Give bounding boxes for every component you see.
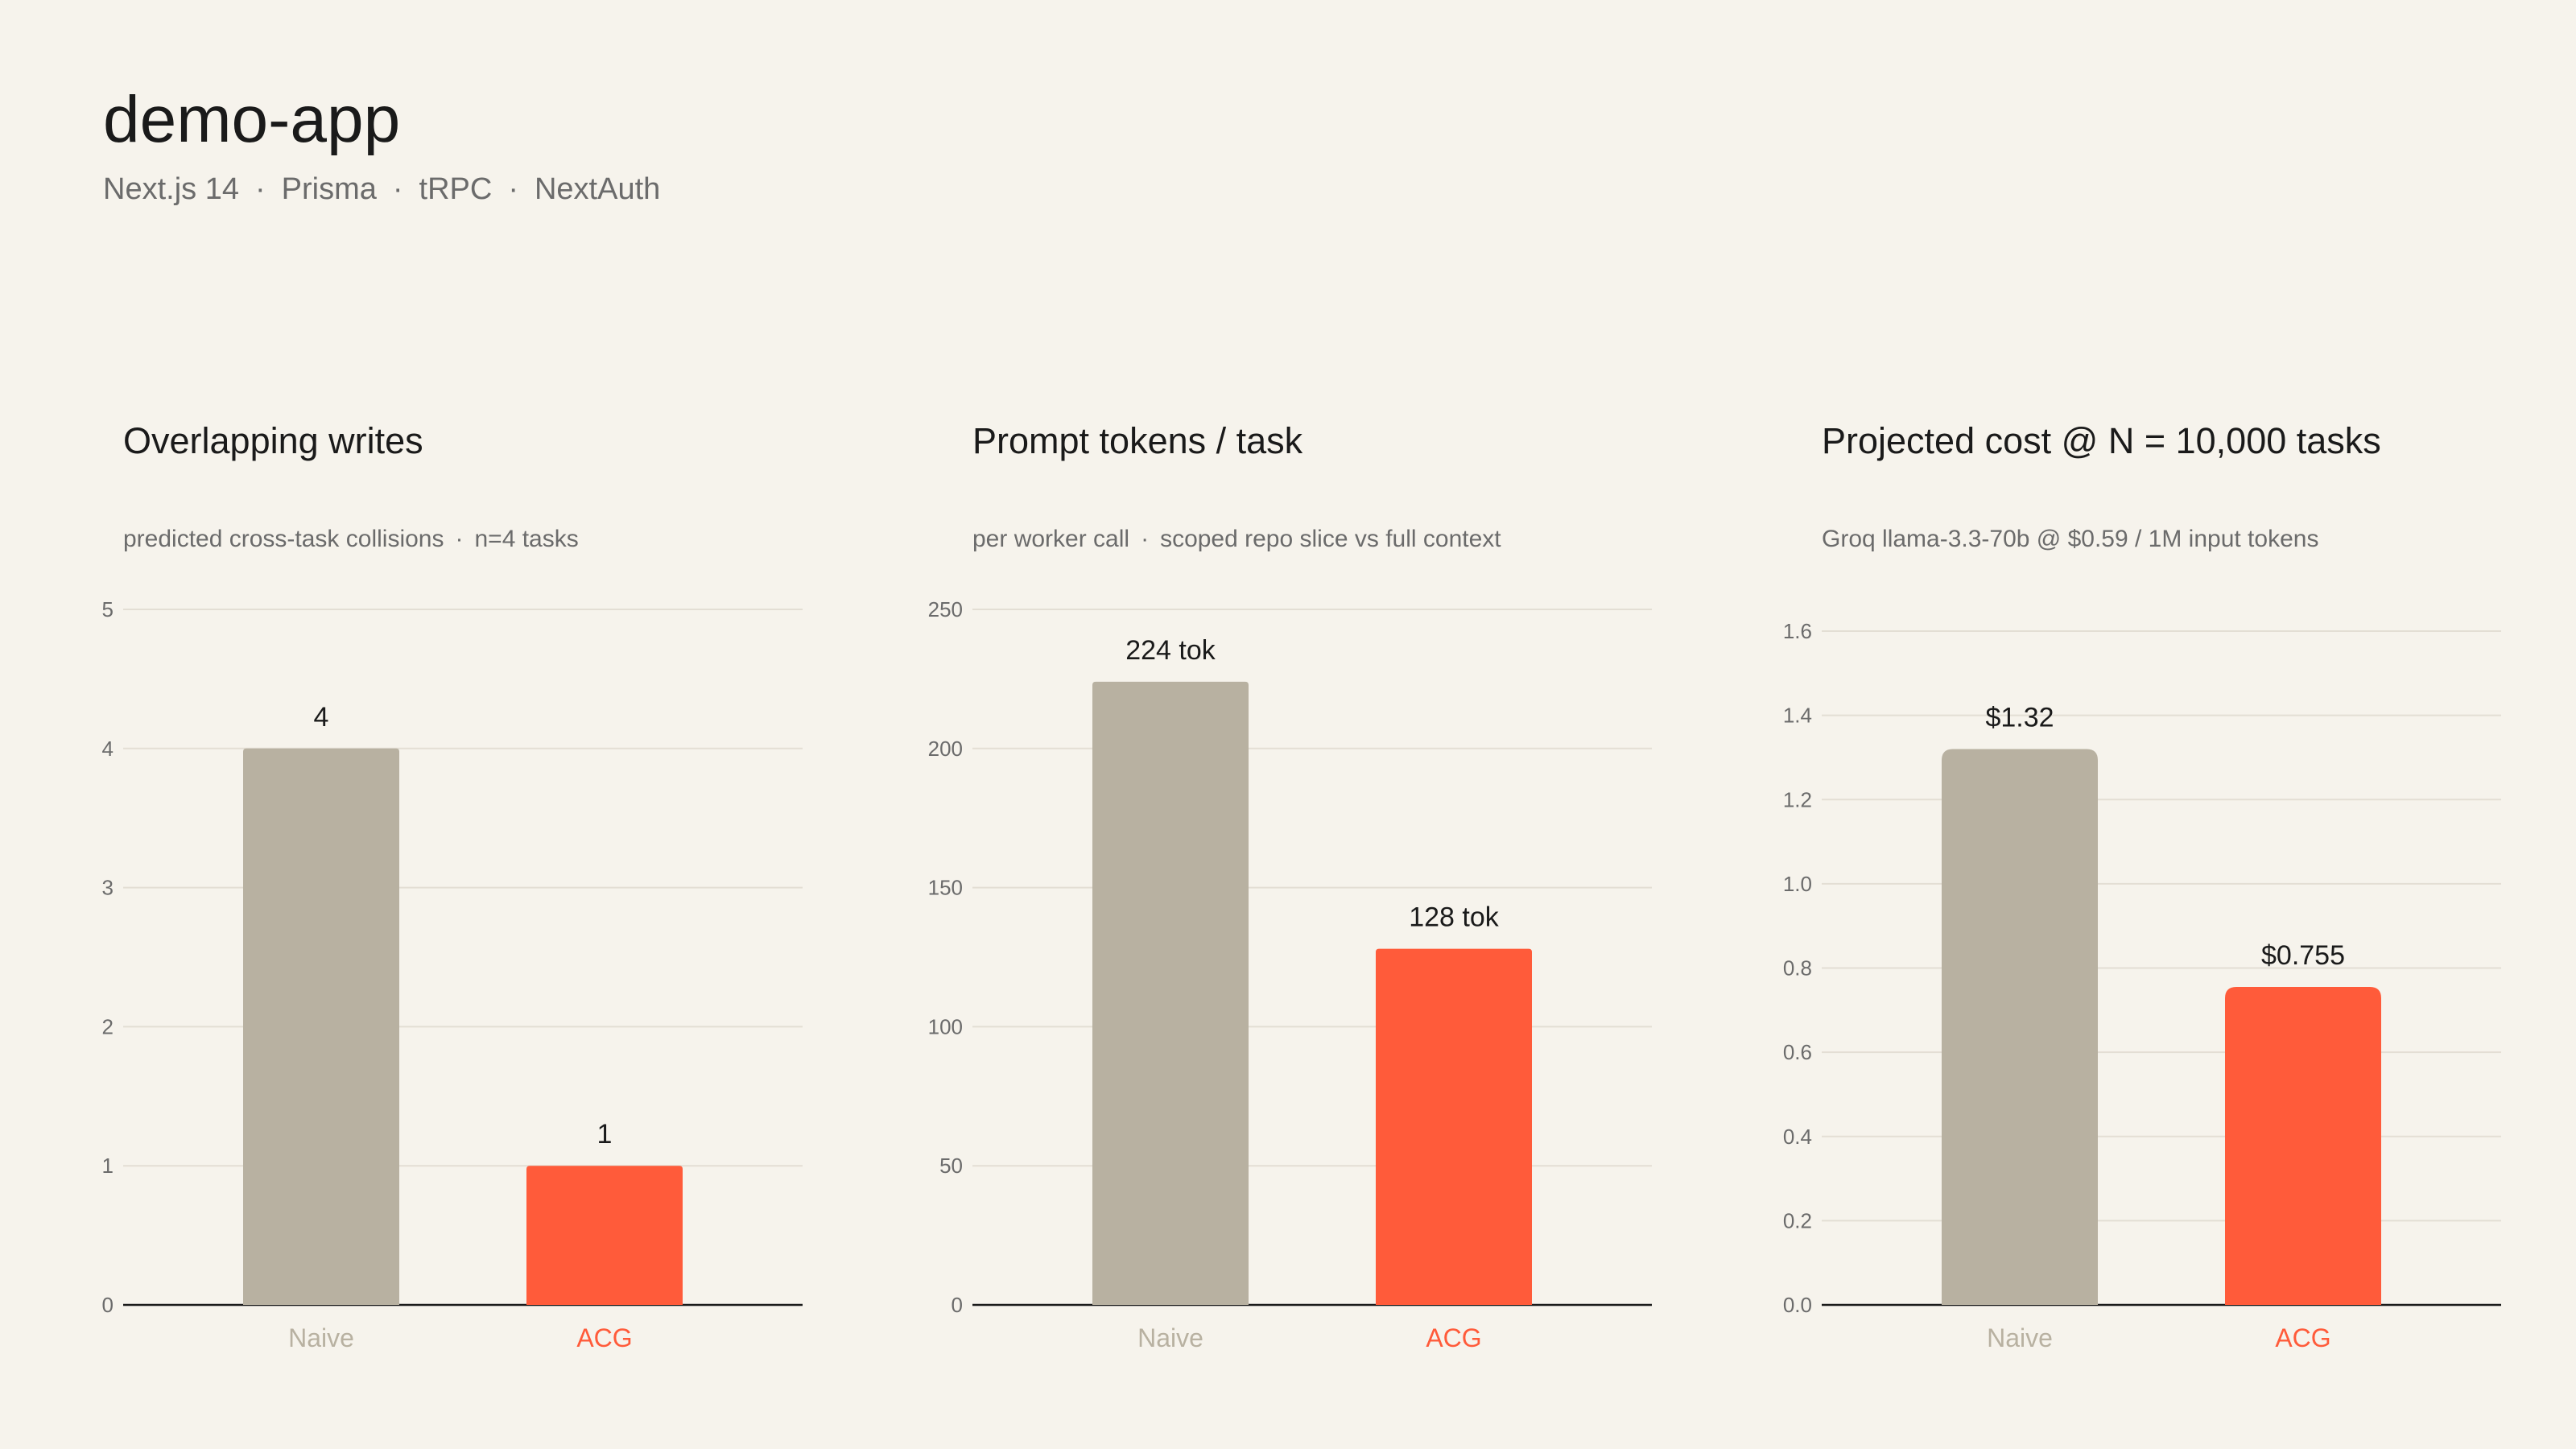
chart-panel-overlapping-writes: Overlapping writes predicted cross-task … — [0, 402, 837, 1368]
separator: · — [254, 172, 266, 206]
y-tick-label: 5 — [102, 597, 114, 621]
y-tick-label: 50 — [939, 1154, 963, 1178]
y-tick-label: 0.0 — [1783, 1293, 1812, 1317]
bar-acg — [526, 1166, 683, 1305]
bar-acg — [1376, 948, 1532, 1305]
subtitle-part: predicted cross-task collisions — [123, 526, 444, 552]
chart-prompt-tokens: 0 50 100 150 200 250 224 tok Naive 128 tok ACG — [928, 597, 1652, 1352]
x-tick-label: ACG — [1426, 1323, 1481, 1352]
stack-item: Next.js 14 — [103, 172, 239, 206]
stack-item: tRPC — [419, 172, 493, 206]
y-tick-label: 0.2 — [1783, 1208, 1812, 1232]
y-tick-label: 1.6 — [1783, 619, 1812, 643]
y-tick-label: 200 — [928, 737, 963, 761]
x-tick-label: Naive — [1987, 1323, 2053, 1352]
chart-panel-prompt-tokens: Prompt tokens / task per worker call · sco… — [849, 402, 1686, 1368]
y-tick-label: 1.0 — [1783, 872, 1812, 896]
tech-stack: Next.js 14 · Prisma · tRPC · NextAuth — [103, 172, 660, 207]
chart-title: Prompt tokens / task — [972, 420, 1303, 461]
chart-overlapping-writes: 0 1 2 3 4 5 4 Naive 1 ACG — [102, 597, 803, 1352]
x-tick-label: ACG — [576, 1323, 632, 1352]
data-label: 128 tok — [1409, 902, 1500, 933]
y-tick-label: 2 — [102, 1014, 114, 1038]
stack-item: Prisma — [281, 172, 377, 206]
bar-naive — [1092, 681, 1249, 1305]
page-title: demo-app — [103, 83, 401, 156]
data-label: 224 tok — [1125, 635, 1216, 666]
y-tick-label: 100 — [928, 1014, 963, 1038]
y-tick-label: 0 — [102, 1293, 114, 1317]
subtitle-part: n=4 tasks — [474, 526, 579, 552]
bar-acg — [2225, 987, 2381, 1305]
y-tick-label: 150 — [928, 876, 963, 900]
chart-title: Projected cost @ N = 10,000 tasks — [1822, 420, 2381, 461]
y-tick-label: 0.6 — [1783, 1040, 1812, 1064]
subtitle-part: scoped repo slice vs full context — [1160, 526, 1501, 552]
y-tick-label: 4 — [102, 737, 114, 761]
separator: · — [1141, 526, 1150, 552]
y-tick-label: 1.2 — [1783, 787, 1812, 811]
chart-panel-projected-cost: Projected cost @ N = 10,000 tasks Groq l… — [1699, 402, 2536, 1368]
page-header: demo-app Next.js 14 · Prisma · tRPC · NextAuth — [103, 87, 660, 207]
y-tick-label: 250 — [928, 597, 963, 621]
data-label: $0.755 — [2261, 940, 2345, 971]
subtitle-part: per worker call — [972, 526, 1130, 552]
data-label: 4 — [314, 702, 329, 733]
chart-projected-cost: 0.0 0.2 0.4 0.6 0.8 1.0 1.2 1.4 1.6 $1.32 Naive $0.… — [1783, 619, 2501, 1352]
data-label: 1 — [597, 1119, 613, 1150]
separator: · — [392, 172, 403, 206]
bar-naive — [243, 748, 399, 1305]
x-tick-label: Naive — [1137, 1323, 1203, 1352]
y-tick-label: 1 — [102, 1154, 114, 1178]
chart-subtitle: per worker call · scoped repo slice vs ful… — [972, 526, 1501, 553]
x-tick-label: Naive — [288, 1323, 354, 1352]
data-label: $1.32 — [1985, 702, 2054, 733]
chart-subtitle: predicted cross-task collisions · n=4 task… — [123, 526, 579, 553]
y-tick-label: 0.4 — [1783, 1125, 1812, 1149]
stack-item: NextAuth — [534, 172, 661, 206]
x-tick-label: ACG — [2275, 1323, 2330, 1352]
y-tick-label: 3 — [102, 876, 114, 900]
subtitle-part: Groq llama-3.3-70b @ $0.59 / 1M input to… — [1822, 526, 2319, 552]
bar-naive — [1942, 749, 2098, 1305]
separator: · — [508, 172, 518, 206]
y-tick-label: 1.4 — [1783, 704, 1812, 728]
y-tick-label: 0 — [952, 1293, 963, 1317]
chart-title: Overlapping writes — [123, 420, 423, 461]
y-tick-label: 0.8 — [1783, 956, 1812, 980]
separator: · — [455, 526, 464, 552]
chart-subtitle: Groq llama-3.3-70b @ $0.59 / 1M input to… — [1822, 526, 2318, 553]
